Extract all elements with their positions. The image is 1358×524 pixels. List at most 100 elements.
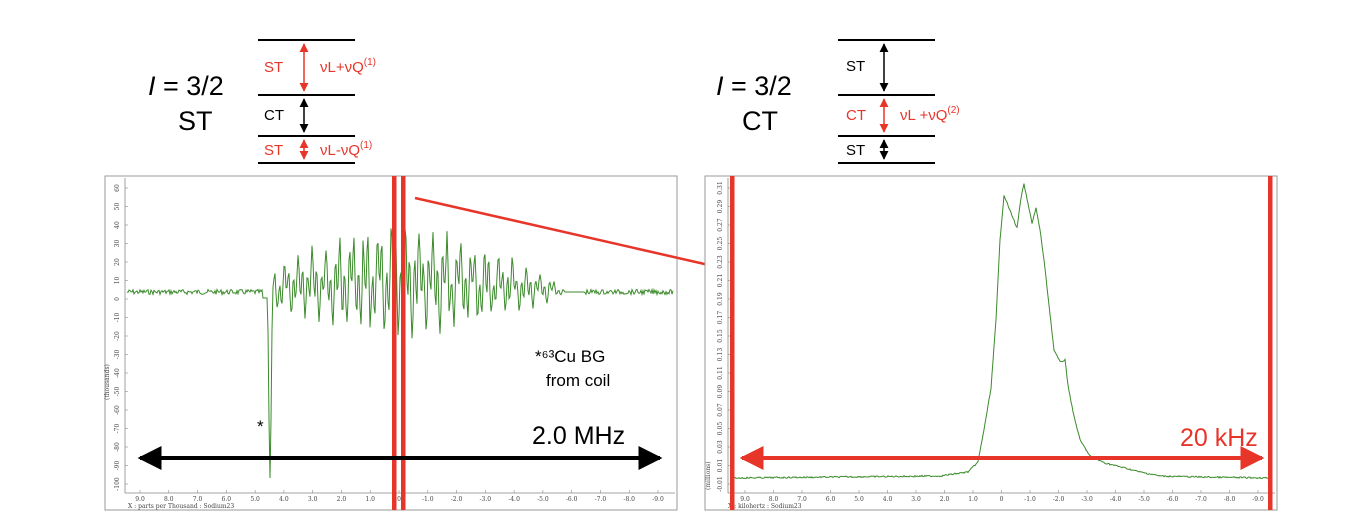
right-y-tick-label: 0.27 [717,218,724,232]
left-y-tick-label: 60 [114,184,121,192]
right-middle-transition-label: CT [846,107,866,124]
left-x-axis-label: X : parts per Thousand : Sodium23 [128,503,234,510]
left-header: I = 3/2 ST [148,71,224,136]
right-y-tick-label: 0.07 [717,403,724,417]
right-x-tick-label: -1.0 [1024,496,1036,503]
left-x-tick-label: -6.0 [566,496,578,503]
right-y-tick-label: -0.01 [717,476,724,491]
left-x-tick-label: 4.0 [279,496,289,503]
right-mode-label: CT [742,106,778,136]
right-window-edge-left [730,176,735,510]
left-middle-transition-label: CT [264,107,284,124]
left-y-tick-label: 10 [114,277,121,285]
left-x-tick-label: -2.0 [451,496,463,503]
left-y-tick-label: -70 [114,423,121,433]
right-x-tick-label: -9.0 [1252,496,1264,503]
right-y-tick-label: 0.13 [717,348,724,362]
background-peak-star: * [257,417,264,436]
left-window-marker-1 [392,176,397,510]
left-x-tick-label: 5.0 [250,496,260,503]
left-x-ticks: 9.0 8.0 7.0 6.0 5.0 4.0 3.0 2.0 1.0 0 -1.0 -2.0 -3.0… [135,490,664,503]
left-y-tick-label: -10 [114,312,121,322]
right-y-tick-label: 0.01 [717,459,724,472]
left-x-tick-label: 8.0 [164,496,174,503]
right-x-tick-label: 5.0 [854,496,864,503]
right-x-tick-label: 2.0 [940,496,950,503]
right-y-ticks: 0.31 0.29 0.27 0.25 0.23 0.21 0.19 0.17 0.15 0.13… [717,181,731,492]
left-x-tick-label: 0 [397,496,401,503]
left-y-tick-label: 50 [114,203,121,211]
zoom-connector-arrow [414,196,724,273]
right-y-tick-label: 0.05 [717,422,724,436]
left-y-axis-label: (thousands) [104,364,111,400]
left-bottom-transition-label: ST [264,142,283,159]
right-x-tick-label: -8.0 [1224,496,1236,503]
right-header: I = 3/2 CT [716,71,792,136]
right-x-tick-label: -4.0 [1110,496,1122,503]
right-bottom-transition-label: ST [846,142,865,159]
right-x-tick-label: 6.0 [826,496,836,503]
right-x-tick-label: -7.0 [1195,496,1207,503]
left-window-marker-2 [401,176,406,510]
right-x-tick-label: 3.0 [911,496,921,503]
left-y-tick-label: -50 [114,386,121,396]
right-window-edge-right [1268,176,1273,510]
right-scale-label: 20 kHz [1180,424,1258,452]
right-middle-transition-freq: νL +νQ(2) [900,105,960,124]
left-y-tick-label: -40 [114,368,121,378]
left-y-tick-label: -100 [114,477,121,491]
left-x-tick-label: 3.0 [308,496,318,503]
right-y-tick-label: 0.19 [717,292,724,306]
left-x-tick-label: 6.0 [222,496,232,503]
right-y-tick-label: 0.29 [717,200,724,214]
left-y-tick-label: -60 [114,405,121,415]
right-x-tick-label: -5.0 [1138,496,1150,503]
right-y-tick-label: 0.25 [717,237,724,251]
left-energy-diagram: ST νL+νQ(1) CT ST νL-νQ(1) [258,39,376,164]
right-y-tick-label: 0.23 [717,255,724,269]
left-spectrum-panel: 60 50 40 30 20 10 0 -10 -20 -30 -40 -50 -60 -70 -80 -90… [104,175,678,511]
left-y-tick-label: 20 [114,258,121,266]
left-x-tick-label: -1.0 [422,496,434,503]
left-y-ticks: 60 50 40 30 20 10 0 -10 -20 -30 -40 -50 -60 -70 -80 -90… [114,184,128,491]
left-y-tick-label: 0 [114,297,121,301]
right-spin-suffix: = 3/2 [724,71,792,101]
left-spin-suffix: = 3/2 [156,71,224,101]
left-spin-prefix: I [148,71,156,101]
right-x-axis-label: X : kilohertz : Sodium23 [728,503,802,510]
right-x-tick-label: 0 [1000,496,1004,503]
right-spectrum-panel: 0.31 0.29 0.27 0.25 0.23 0.21 0.19 0.17 0.15 0.13… [704,175,1278,511]
left-y-tick-label: 30 [114,240,121,248]
right-x-tick-label: 9.0 [740,496,750,503]
left-y-tick-label: -30 [114,349,121,359]
right-x-tick-label: 4.0 [883,496,893,503]
right-y-tick-label: 0.15 [717,329,724,343]
right-spin-prefix: I [716,71,724,101]
left-x-tick-label: 9.0 [135,496,145,503]
left-x-tick-label: -7.0 [595,496,607,503]
right-y-tick-label: 0.31 [717,181,724,194]
left-x-tick-label: 7.0 [193,496,203,503]
left-x-tick-label: 2.0 [337,496,347,503]
left-top-transition-label: ST [264,59,283,76]
right-x-tick-label: 8.0 [769,496,779,503]
right-y-tick-label: 0.11 [717,366,724,379]
right-spin-label: I = 3/2 [716,71,792,101]
right-y-axis-label: (millions) [705,461,712,490]
right-top-transition-label: ST [846,58,865,75]
right-y-tick-label: 0.17 [717,311,724,325]
right-x-tick-label: -6.0 [1167,496,1179,503]
left-y-tick-label: 40 [114,221,121,229]
left-y-tick-label: -90 [114,460,121,470]
left-scale-label: 2.0 MHz [532,422,625,450]
right-x-tick-label: 1.0 [968,496,978,503]
right-x-tick-label: 7.0 [797,496,807,503]
left-mode-label: ST [178,106,213,136]
left-x-tick-label: -4.0 [508,496,520,503]
left-top-transition-freq: νL+νQ(1) [320,57,376,76]
left-spectrum-trace [126,228,674,479]
left-spin-label: I = 3/2 [148,71,224,101]
right-y-tick-label: 0.03 [717,440,724,454]
left-x-tick-label: 1.0 [365,496,375,503]
